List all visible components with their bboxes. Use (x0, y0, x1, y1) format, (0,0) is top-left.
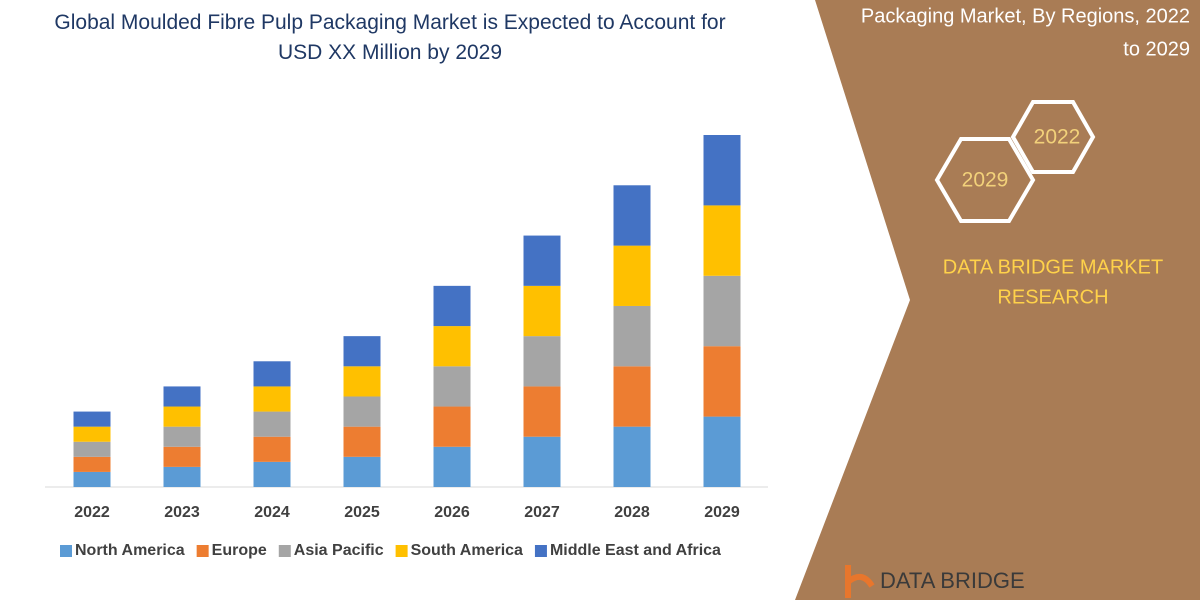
bar-segment (73, 426, 111, 442)
bar-segment (613, 245, 651, 306)
hexagons (934, 100, 1096, 223)
bar-segment (613, 426, 651, 487)
bar-segment (523, 436, 561, 487)
chart-title: Global Moulded Fibre Pulp Packaging Mark… (54, 11, 726, 64)
side-title: Packaging Market, By Regions, 2022 (861, 5, 1190, 27)
logo-mark (845, 565, 875, 598)
bar-segment (253, 386, 291, 412)
x-tick-label: 2027 (524, 504, 560, 521)
hexagon-label: 2029 (962, 169, 1009, 192)
legend-label: Middle East and Africa (550, 542, 721, 559)
side-title: to 2029 (1123, 38, 1190, 60)
bar-segment (163, 426, 201, 447)
legend-swatch (395, 545, 408, 557)
bar-segment (163, 466, 201, 487)
bar-segment (613, 185, 651, 246)
legend-swatch (278, 545, 291, 557)
bar-segment (703, 135, 741, 206)
legend-swatch (196, 545, 209, 557)
x-tick-label: 2028 (614, 504, 650, 521)
legend-swatch (60, 545, 72, 557)
bar-segment (703, 416, 741, 487)
bar-segment (73, 441, 111, 457)
brand: RESEARCH (997, 286, 1108, 308)
x-tick-label: 2025 (344, 504, 380, 521)
bar-segment (433, 446, 471, 487)
legend-label: North America (75, 542, 185, 559)
bar-segment (73, 471, 111, 487)
bar-segment (433, 326, 471, 367)
bar-segment (433, 366, 471, 407)
legend-swatch (534, 545, 547, 557)
bar-segment (163, 386, 201, 407)
bar-segment (163, 446, 201, 467)
bar-segment (253, 361, 291, 387)
hexagon (934, 137, 1036, 223)
x-tick-label: 2029 (704, 504, 740, 521)
bar-segment (433, 406, 471, 447)
bar-segment (613, 305, 651, 367)
bar-segment (343, 336, 381, 367)
bar-segment (343, 396, 381, 427)
side-panel-bg (795, 0, 1200, 600)
hexagon-label: 2022 (1034, 126, 1081, 149)
legend-label: Europe (212, 542, 267, 559)
x-tick-label: 2026 (434, 504, 470, 521)
bar-segment (73, 456, 111, 472)
bar-segment (523, 336, 561, 387)
brand: DATA BRIDGE MARKET (943, 256, 1163, 278)
bar-segment (253, 461, 291, 487)
legend-label: Asia Pacific (294, 542, 384, 559)
bar-segment (703, 275, 741, 347)
x-tick-label: 2024 (254, 504, 290, 521)
bar-segment (253, 411, 291, 437)
bar-segment (73, 411, 111, 427)
bar-segment (163, 406, 201, 427)
legend-label: South America (411, 542, 523, 559)
bar-segment (433, 285, 471, 327)
x-tick-label: 2023 (164, 504, 200, 521)
bar-segment (343, 366, 381, 397)
x-tick-label: 2022 (74, 504, 110, 521)
bar-segment (343, 426, 381, 457)
bar-segment (523, 386, 561, 437)
bar-segment (523, 285, 561, 337)
bar-segment (253, 436, 291, 462)
bar-segment (523, 235, 561, 286)
bar-segment (343, 456, 381, 487)
logo-text: DATA BRIDGE (880, 568, 1025, 593)
bar-segment (703, 346, 741, 417)
bar-segment (613, 366, 651, 427)
bar-segment (703, 205, 741, 276)
hexagon (1010, 100, 1096, 174)
